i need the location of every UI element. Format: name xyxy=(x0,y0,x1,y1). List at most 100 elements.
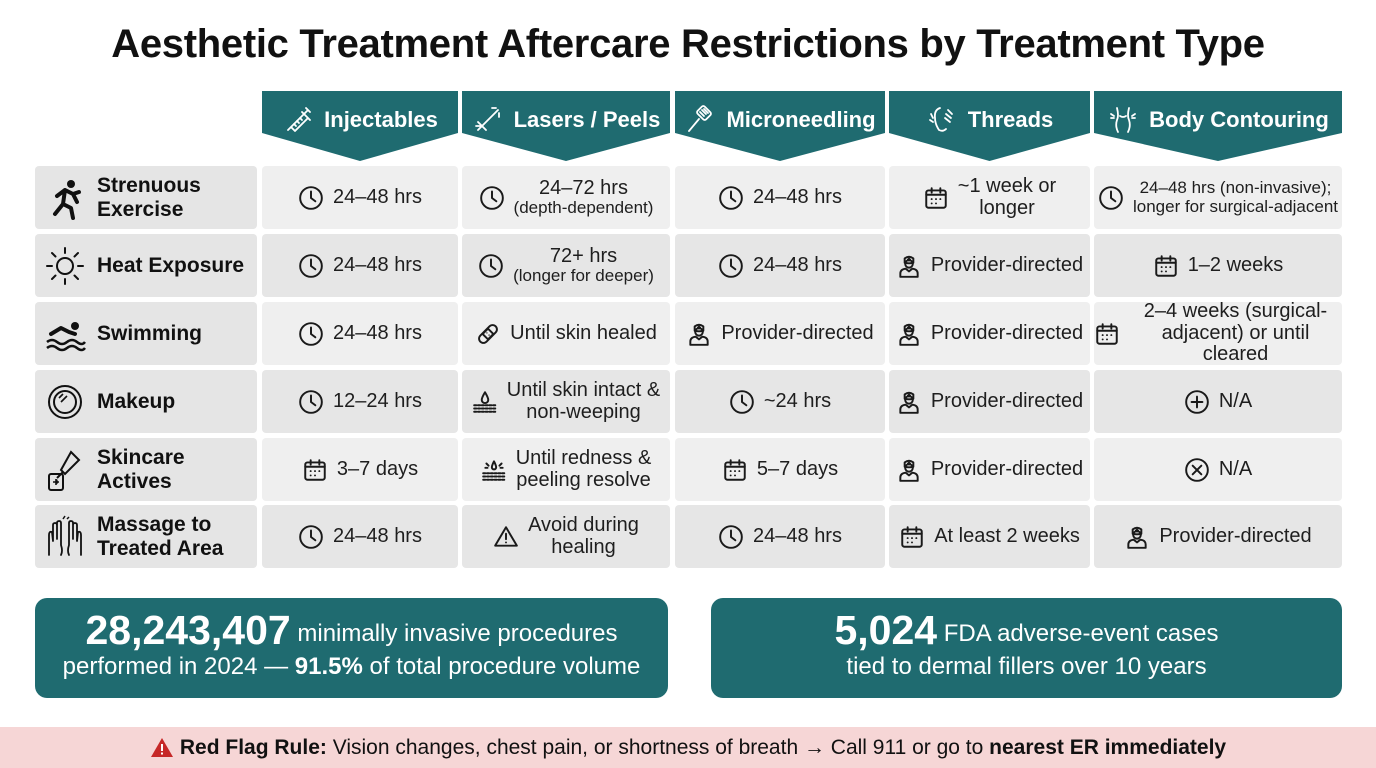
row-label: Swimming xyxy=(35,302,257,365)
column-header: Threads xyxy=(889,91,1090,161)
compact-mirror-icon xyxy=(48,384,82,419)
table-cell: 24–48 hrs xyxy=(675,234,885,297)
face-threads-icon xyxy=(928,107,953,132)
cell-text-line1: 24–72 hrs xyxy=(539,176,628,199)
column-header-label: Body Contouring xyxy=(1149,107,1329,132)
skin-peel-icon xyxy=(481,457,507,483)
cell-text-line1: At least 2 weeks xyxy=(934,524,1080,547)
doctor-icon xyxy=(896,389,922,415)
clock-icon xyxy=(478,253,504,279)
syringe-icon xyxy=(287,107,312,132)
cell-text-line1: Until skin intact & xyxy=(506,378,661,401)
stat-card: 28,243,407 minimally invasive procedures… xyxy=(35,598,668,698)
skin-drop-icon xyxy=(472,389,498,415)
stat-caption: FDA adverse-event cases xyxy=(937,620,1219,647)
calendar-icon xyxy=(302,457,328,483)
cell-text-line1: Provider-directed xyxy=(930,321,1084,344)
stat-percent: 91.5% xyxy=(294,653,363,680)
row-label: Heat Exposure xyxy=(35,234,257,297)
table-cell: ~1 week or longer xyxy=(889,166,1090,229)
column-header-label: Lasers / Peels xyxy=(513,107,661,132)
cell-text-line1: 72+ hrs xyxy=(549,244,618,267)
table-cell: Provider-directed xyxy=(889,370,1090,433)
table-cell: Provider-directed xyxy=(889,302,1090,365)
column-header-label: Microneedling xyxy=(726,107,876,132)
clock-icon xyxy=(718,185,744,211)
banner-emphasis: nearest ER immediately xyxy=(989,735,1227,759)
cell-text-line2: adjacent) or until cleared xyxy=(1161,321,1310,366)
banner-text: Vision changes, chest pain, or shortness… xyxy=(326,735,990,759)
calendar-icon xyxy=(722,457,748,483)
table-cell: 5–7 days xyxy=(675,438,885,501)
clock-icon xyxy=(729,389,755,415)
cell-text-line1: Until skin healed xyxy=(510,321,657,344)
row-label-line1: Makeup xyxy=(97,389,176,413)
body-contour-icon xyxy=(1110,107,1137,133)
page-title: Aesthetic Treatment Aftercare Restrictio… xyxy=(111,22,1265,66)
swimmer-icon xyxy=(46,321,86,351)
table-cell: 3–7 days xyxy=(262,438,458,501)
cell-text-line1: 24–48 hrs xyxy=(753,253,842,276)
column-header-label: Threads xyxy=(967,107,1054,132)
table-cell: Provider-directed xyxy=(675,302,885,365)
table-cell: 24–48 hrs (non-invasive); longer for sur… xyxy=(1094,166,1342,229)
hands-icon xyxy=(48,515,82,556)
column-header: Microneedling xyxy=(675,91,885,161)
cell-text-line1: N/A xyxy=(1218,389,1253,412)
cell-text-line1: Provider-directed xyxy=(930,457,1084,480)
cell-text-line1: 24–48 hrs xyxy=(753,524,842,547)
sun-icon xyxy=(46,246,84,285)
column-header-label: Injectables xyxy=(324,107,438,132)
cell-text-line2: peeling resolve xyxy=(516,468,651,491)
doctor-icon xyxy=(896,457,922,483)
cell-text-line1: N/A xyxy=(1218,457,1253,480)
running-person-icon xyxy=(53,179,81,220)
cell-text-line1: Provider-directed xyxy=(930,253,1084,276)
table-cell: 24–48 hrs xyxy=(262,234,458,297)
stat-caption: minimally invasive procedures xyxy=(290,620,618,647)
row-label-line2: Treated Area xyxy=(97,536,224,560)
table-cell: Avoid during healing xyxy=(462,505,670,568)
table-cell: Until skin healed xyxy=(462,302,670,365)
cell-text-line2: longer for surgical-adjacent xyxy=(1132,196,1339,216)
warning-icon xyxy=(493,524,519,550)
cell-text-line1: Until redness & xyxy=(515,446,652,469)
calendar-icon xyxy=(1094,321,1120,347)
doctor-icon xyxy=(896,253,922,279)
microneedling-pen-icon xyxy=(688,105,713,132)
table-cell: 12–24 hrs xyxy=(262,370,458,433)
table-cell: Provider-directed xyxy=(889,234,1090,297)
table-cell: 24–48 hrs xyxy=(262,166,458,229)
calendar-icon xyxy=(923,185,949,211)
table-cell: Provider-directed xyxy=(889,438,1090,501)
cell-text-line1: 24–48 hrs xyxy=(333,524,422,547)
clock-icon xyxy=(298,253,324,279)
table-cell: ~24 hrs xyxy=(675,370,885,433)
stat-value: 5,024 xyxy=(834,607,938,653)
row-label-line1: Swimming xyxy=(97,321,203,345)
table-cell: At least 2 weeks xyxy=(889,505,1090,568)
clock-icon xyxy=(298,321,324,347)
doctor-icon xyxy=(686,321,712,347)
table-cell: 24–48 hrs xyxy=(262,302,458,365)
cell-text-line1: 12–24 hrs xyxy=(333,389,422,412)
cell-text-line2: non-weeping xyxy=(526,400,641,423)
stat-value: 28,243,407 xyxy=(85,607,291,653)
clock-icon xyxy=(479,185,505,211)
cell-text-line1: ~24 hrs xyxy=(763,389,832,412)
table-cell: Provider-directed xyxy=(1094,505,1342,568)
column-header: Body Contouring xyxy=(1094,91,1342,161)
table-cell: 24–72 hrs (depth-dependent) xyxy=(462,166,670,229)
cell-text-line1: 24–48 hrs xyxy=(753,185,842,208)
clock-icon xyxy=(718,524,744,550)
cell-text-line1: 5–7 days xyxy=(756,457,839,480)
table-cell: 72+ hrs (longer for deeper) xyxy=(462,234,670,297)
cell-text-line1: ~1 week or xyxy=(957,174,1057,197)
doctor-icon xyxy=(1124,524,1150,550)
column-header: Lasers / Peels xyxy=(462,91,670,161)
table-cell: Until skin intact & non-weeping xyxy=(462,370,670,433)
cell-text-line2: (longer for deeper) xyxy=(513,266,654,286)
table-cell: N/A xyxy=(1094,438,1342,501)
plus-circle-icon xyxy=(1184,389,1210,415)
banner-label: Red Flag Rule: xyxy=(179,735,327,759)
